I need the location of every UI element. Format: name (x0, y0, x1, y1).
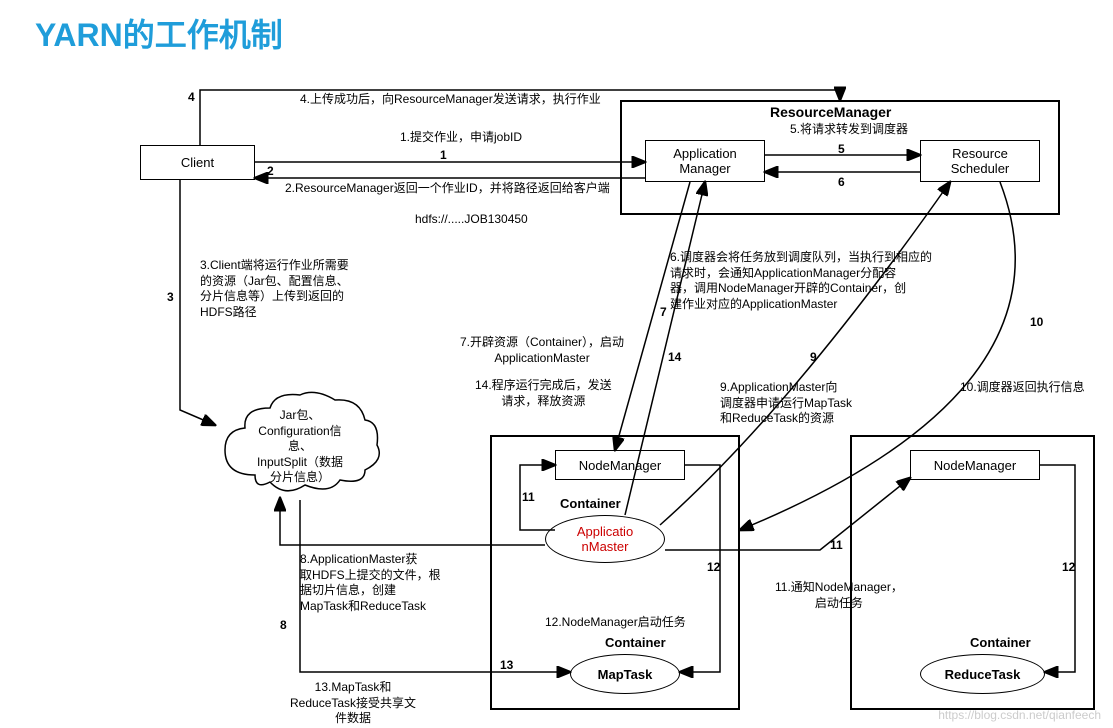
step-12-label: 12.NodeManager启动任务 (545, 615, 686, 631)
step-4-label: 4.上传成功后，向ResourceManager发送请求，执行作业 (300, 92, 601, 108)
step-10-label: 10.调度器返回执行信息 (960, 380, 1085, 396)
edge-num-11a: 11 (522, 490, 535, 504)
edge-num-5: 5 (838, 142, 845, 156)
step-11-label: 11.通知NodeManager， 启动任务 (775, 580, 903, 611)
page-title: YARN的工作机制 (35, 10, 283, 56)
edge-num-2: 2 (267, 164, 274, 178)
step-3-label: 3.Client端将运行作业所需要 的资源（Jar包、配置信息、 分片信息等）上… (200, 258, 349, 320)
edge-num-8: 8 (280, 618, 287, 632)
edge-num-12a: 12 (707, 560, 720, 574)
edge-num-14: 14 (668, 350, 681, 364)
step-5-label: 5.将请求转发到调度器 (790, 122, 908, 138)
step-7-label: 7.开辟资源（Container），启动 ApplicationMaster (460, 335, 624, 366)
step-14-label: 14.程序运行完成后，发送 请求，释放资源 (475, 378, 612, 409)
edge-num-1: 1 (440, 148, 447, 162)
step-13-label: 13.MapTask和 ReduceTask接受共享文 件数据 (290, 680, 416, 727)
edge-num-12b: 12 (1062, 560, 1075, 574)
step-6-label: 6.调度器会将任务放到调度队列，当执行到相应的 请求时，会通知Applicati… (670, 250, 932, 312)
edge-num-13: 13 (500, 658, 513, 672)
watermark-text: https://blog.csdn.net/qianfeech (938, 708, 1101, 722)
edge-num-4: 4 (188, 90, 195, 104)
step-2b-label: hdfs://.....JOB130450 (415, 212, 528, 228)
diagram-canvas: ResourceManager Client Application Manag… (0, 60, 1113, 728)
step-2-label: 2.ResourceManager返回一个作业ID，并将路径返回给客户端 (285, 181, 610, 197)
edge-num-10: 10 (1030, 315, 1043, 329)
edge-num-6: 6 (838, 175, 845, 189)
edge-num-11b: 11 (830, 538, 843, 552)
edge-num-3: 3 (167, 290, 174, 304)
edge-num-9: 9 (810, 350, 817, 364)
step-9-label: 9.ApplicationMaster向 调度器申请运行MapTask 和Red… (720, 380, 852, 427)
edge-num-7: 7 (660, 305, 667, 319)
step-8-label: 8.ApplicationMaster获 取HDFS上提交的文件，根 据切片信息… (300, 552, 441, 614)
step-1-label: 1.提交作业，申请jobID (400, 130, 522, 146)
